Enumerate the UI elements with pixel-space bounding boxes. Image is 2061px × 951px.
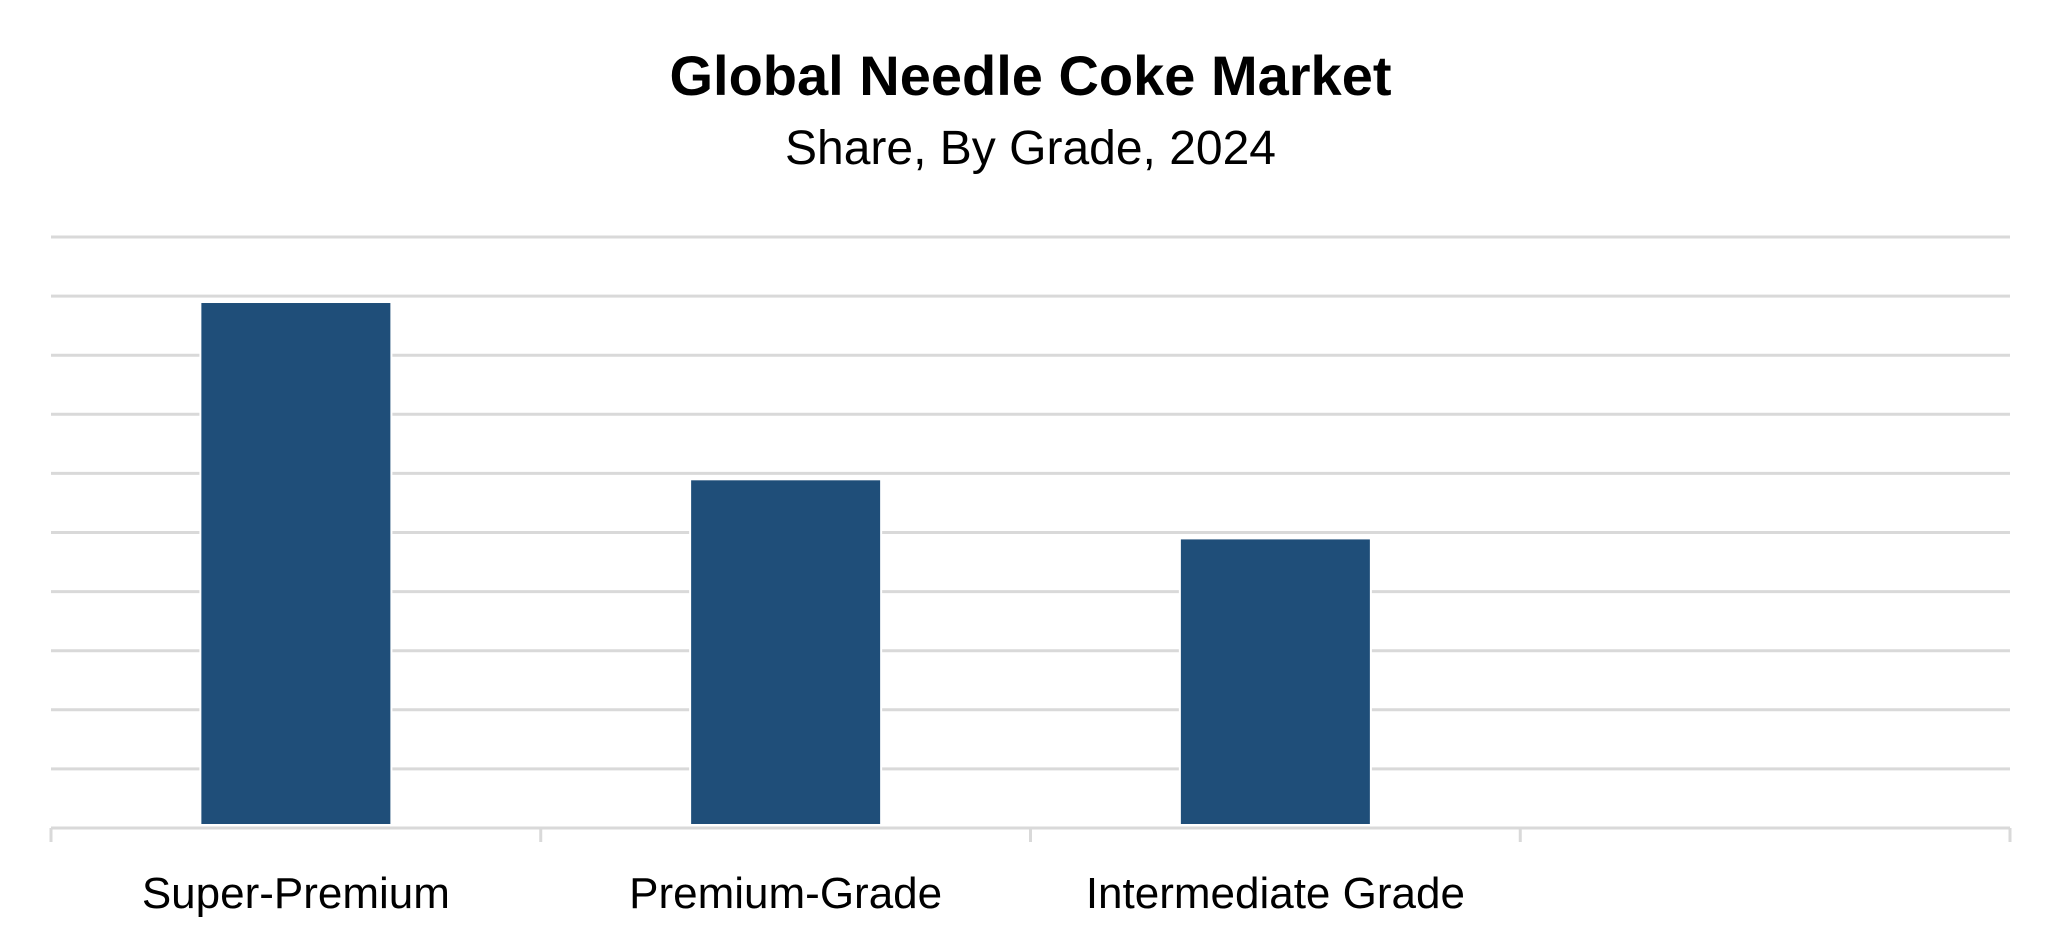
x-tick-label: Intermediate Grade [1086, 869, 1465, 918]
x-tick-label: Super-Premium [142, 869, 450, 918]
bar [689, 478, 883, 826]
chart-title: Global Needle Coke Market [669, 44, 1392, 107]
x-tick-label: Premium-Grade [629, 869, 942, 918]
x-axis [49, 826, 2012, 842]
bar [1178, 537, 1372, 826]
chart-subtitle: Share, By Grade, 2024 [785, 122, 1276, 175]
x-tick-labels: Super-Premium Premium-Grade Intermediate G… [142, 869, 1465, 918]
bars [199, 301, 1372, 826]
bar [199, 301, 393, 826]
